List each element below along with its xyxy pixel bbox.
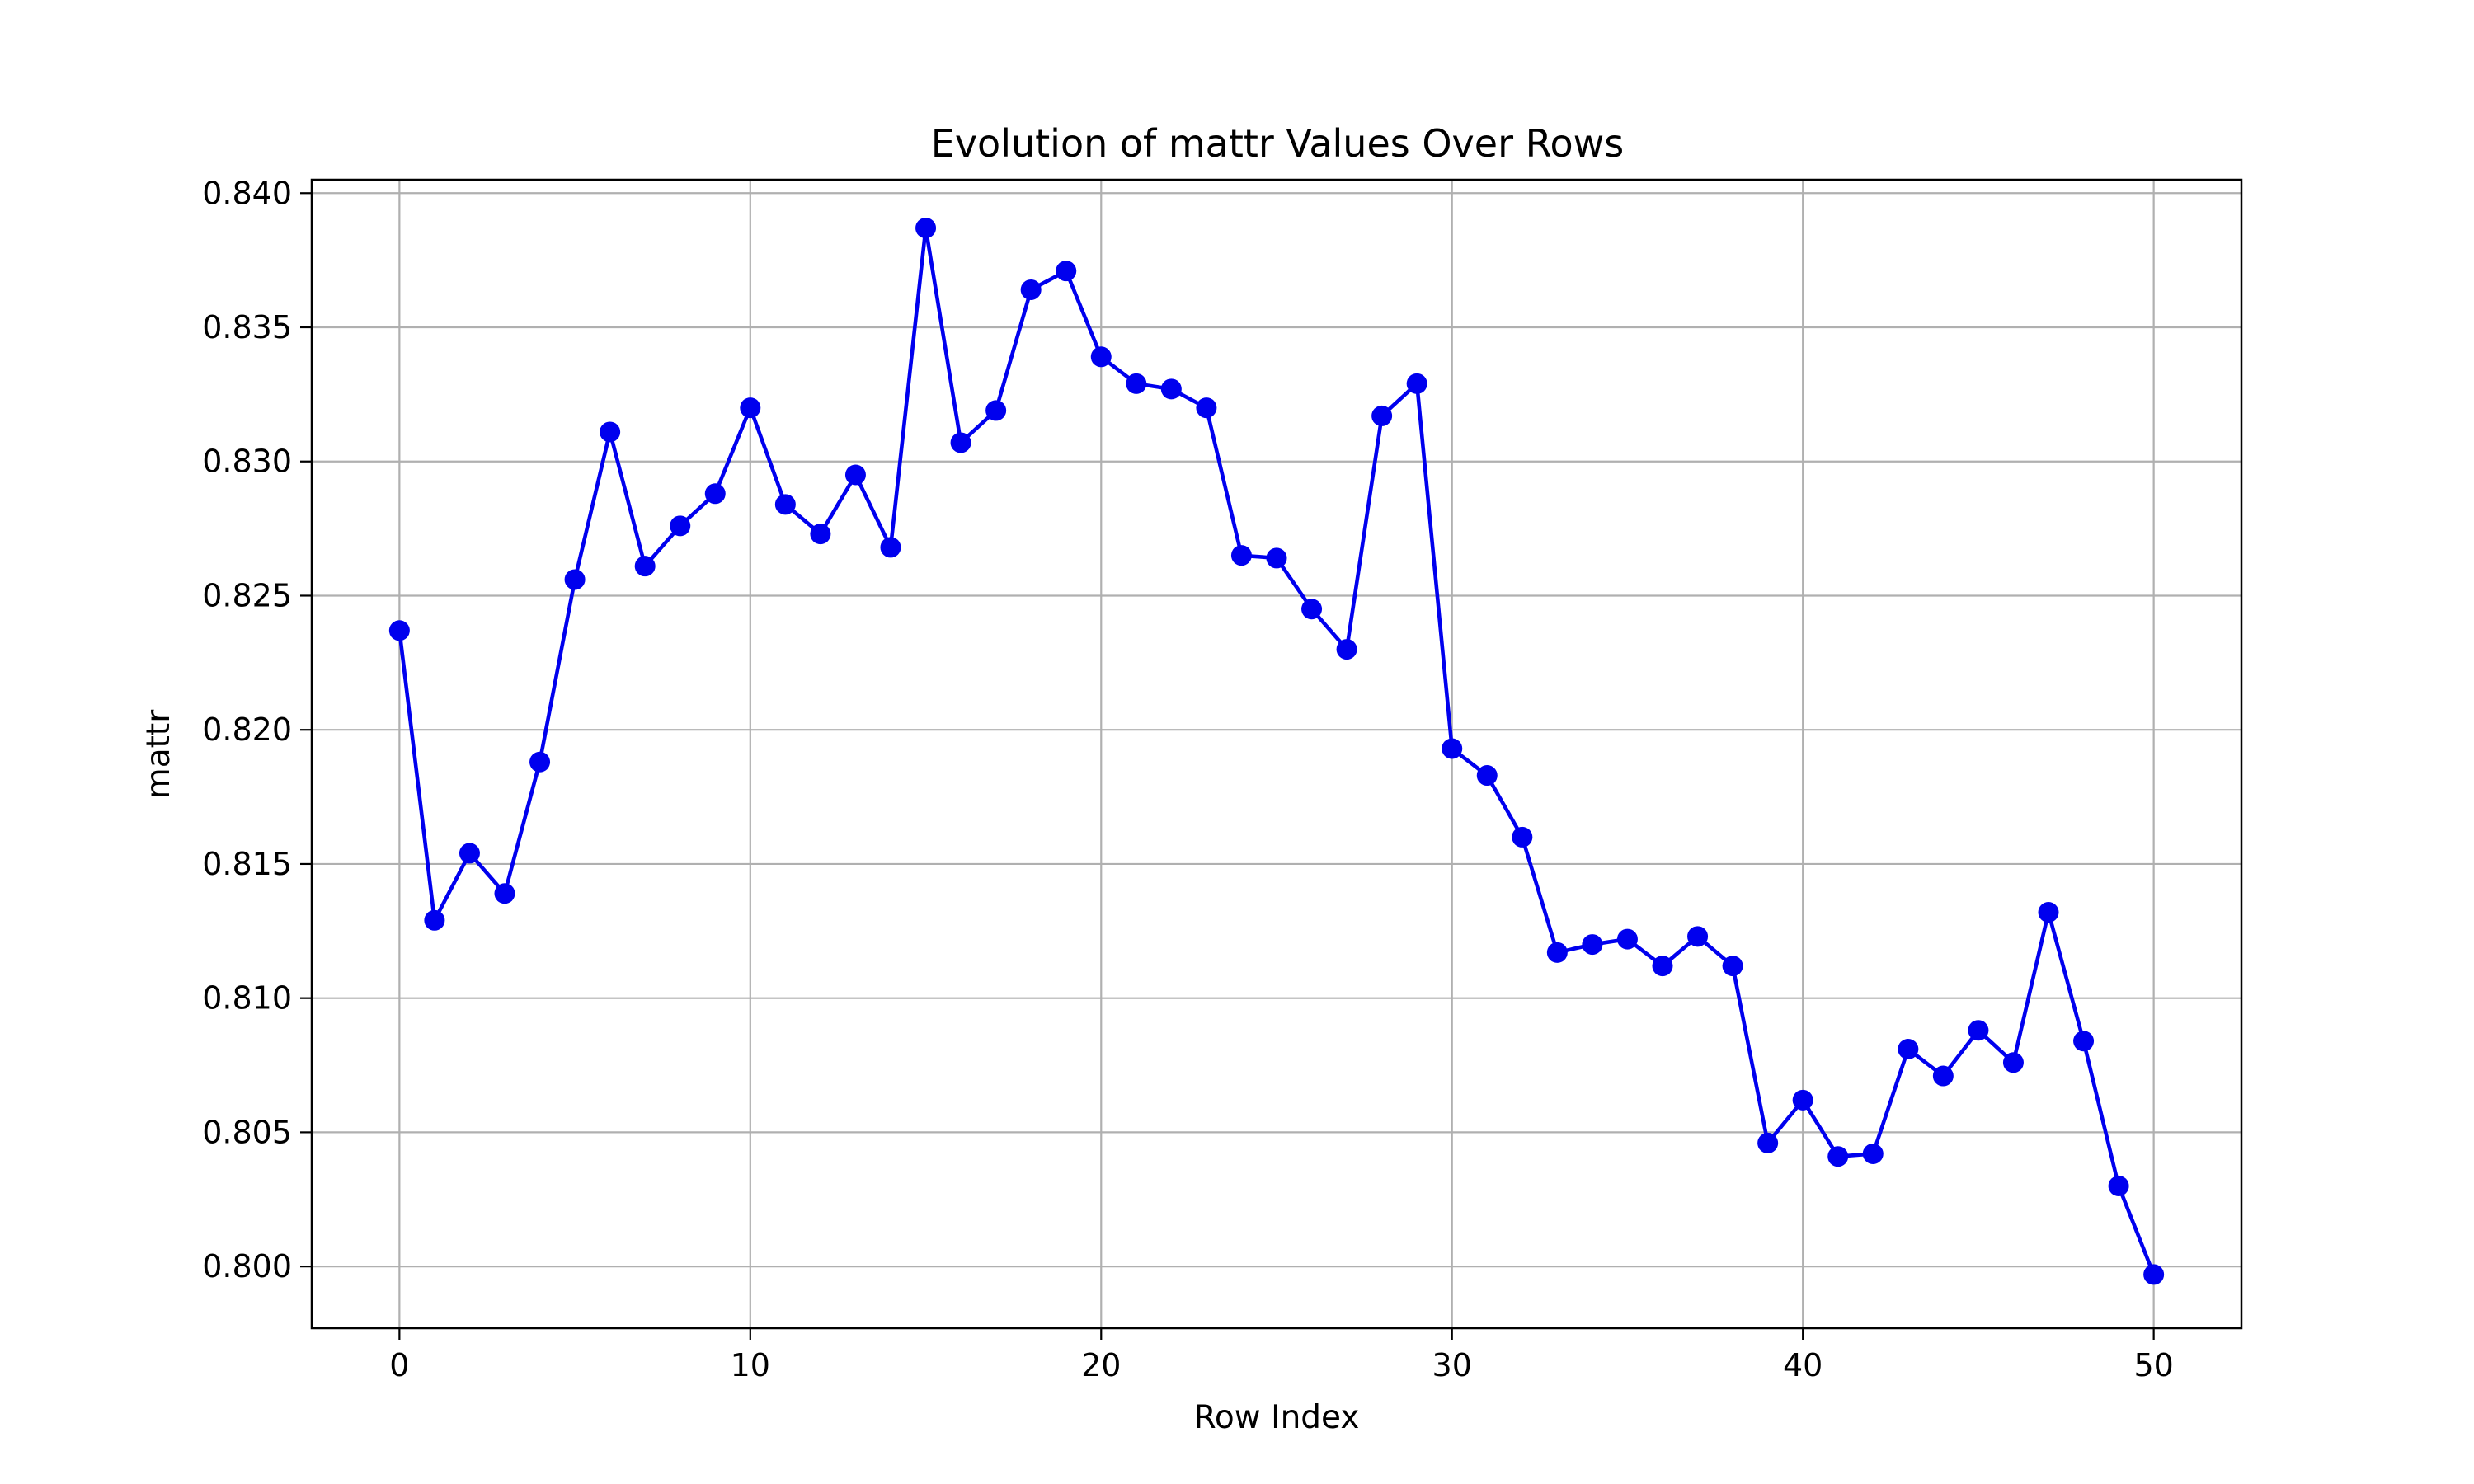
data-point (670, 515, 691, 537)
data-point (1476, 765, 1498, 787)
grid-lines (312, 180, 2241, 1328)
data-point (600, 421, 621, 443)
data-point (1616, 928, 1638, 950)
data-point (1442, 738, 1463, 759)
y-tick-label: 0.810 (202, 980, 292, 1017)
data-point (740, 397, 761, 419)
x-tick-label: 50 (2133, 1347, 2173, 1383)
data-point (2073, 1031, 2095, 1052)
data-point (1266, 547, 1287, 569)
x-tick-label: 40 (1783, 1347, 1823, 1383)
data-point (1932, 1065, 1954, 1087)
data-point (1652, 956, 1673, 977)
plot-frame (310, 178, 2243, 1330)
data-point (424, 909, 445, 931)
y-tick-label: 0.805 (202, 1114, 292, 1150)
data-point (1196, 397, 1217, 419)
y-tick-label: 0.835 (202, 309, 292, 345)
data-point (1687, 926, 1709, 947)
data-point (1512, 826, 1533, 848)
data-point (564, 569, 586, 590)
data-point (1336, 639, 1357, 660)
y-axis: 0.800 0.805 0.810 0.815 0.820 0.825 0.830 0.835… (202, 175, 312, 1284)
data-point (880, 537, 901, 558)
data-point (1722, 956, 1743, 977)
chart-title: Evolution of mattr Values Over Rows (931, 121, 1624, 166)
x-tick-label: 20 (1081, 1347, 1121, 1383)
data-point (1371, 405, 1393, 426)
x-tick-label: 30 (1432, 1347, 1472, 1383)
y-tick-label: 0.820 (202, 711, 292, 748)
series-layer (388, 218, 2165, 1285)
data-point (1090, 346, 1112, 368)
y-axis-title: mattr (140, 709, 177, 799)
data-point (459, 843, 480, 864)
data-point (2143, 1264, 2165, 1285)
data-point (2108, 1176, 2129, 1196)
data-point (1230, 545, 1252, 566)
data-point (2038, 902, 2059, 923)
data-point (915, 218, 937, 239)
data-point (1862, 1143, 1884, 1164)
data-point (1160, 378, 1182, 400)
data-point (774, 494, 796, 515)
data-point (1792, 1089, 1813, 1111)
data-point (1056, 261, 1077, 282)
data-point (1546, 942, 1568, 963)
data-point (1898, 1039, 1919, 1060)
y-tick-label: 0.840 (202, 175, 292, 211)
y-tick-label: 0.800 (202, 1248, 292, 1284)
data-point (1406, 373, 1427, 394)
data-point (1757, 1132, 1779, 1153)
data-point (950, 432, 971, 453)
data-point (494, 883, 515, 904)
y-tick-label: 0.830 (202, 444, 292, 480)
data-point (529, 751, 551, 773)
data-point (1020, 279, 1042, 300)
data-point (1301, 599, 1323, 620)
data-point (810, 524, 831, 545)
data-point (634, 556, 656, 577)
data-point (1827, 1146, 1849, 1167)
x-tick-label: 10 (731, 1347, 770, 1383)
data-point (388, 620, 410, 641)
data-point (1582, 934, 1603, 956)
x-axis-title: Row Index (1194, 1399, 1360, 1436)
y-tick-label: 0.825 (202, 577, 292, 613)
data-point (844, 464, 866, 486)
data-point (985, 400, 1007, 421)
y-tick-label: 0.815 (202, 846, 292, 882)
data-point (2002, 1052, 2024, 1073)
x-tick-label: 0 (389, 1347, 409, 1383)
data-point (704, 483, 726, 505)
data-point (1968, 1020, 1989, 1041)
data-point (1126, 373, 1147, 394)
x-axis: 0 10 20 30 40 50 (389, 1328, 2174, 1383)
